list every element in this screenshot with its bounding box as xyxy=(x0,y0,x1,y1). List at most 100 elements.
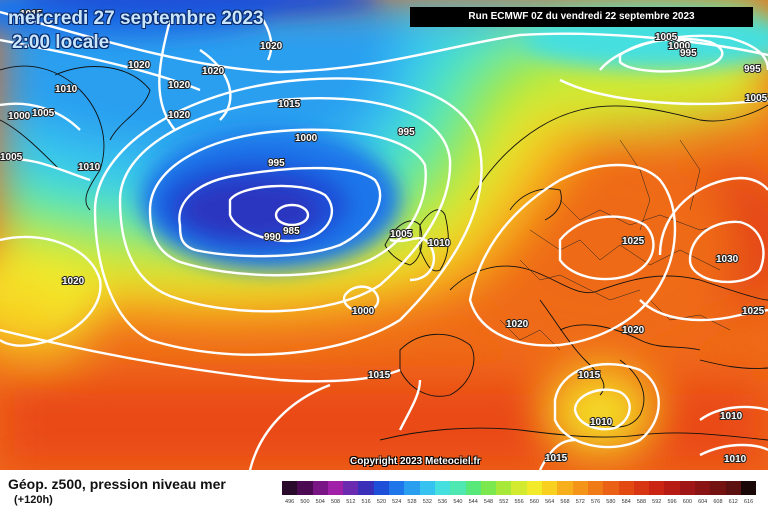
isobar-label: 1020 xyxy=(128,60,151,71)
legend-tick-label: 612 xyxy=(728,499,738,505)
copyright-text: Copyright 2023 Meteociel.fr xyxy=(350,456,481,467)
legend-tick-label: 500 xyxy=(300,499,310,505)
legend-tick-label: 528 xyxy=(407,499,417,505)
isobar-label: 1015 xyxy=(578,370,601,381)
isobar-label: 1020 xyxy=(168,110,191,121)
isobar-label: 1010 xyxy=(720,411,743,422)
legend-swatch xyxy=(343,481,359,495)
isobars xyxy=(0,10,768,470)
legend-swatch xyxy=(557,481,573,495)
isobar-label: 1010 xyxy=(55,84,78,95)
legend-swatch xyxy=(389,481,405,495)
legend-tick-label: 580 xyxy=(606,499,616,505)
isobar-label: 1015 xyxy=(278,99,301,110)
isobar-labels: 1015 1020 1020 1020 1010 1005 1000 1005 … xyxy=(0,8,768,466)
legend-tick-label: 576 xyxy=(590,499,601,505)
isobar-label: 1020 xyxy=(202,66,225,77)
legend-swatch xyxy=(312,481,328,495)
legend-tick-label: 584 xyxy=(621,499,631,505)
legend-swatch xyxy=(419,481,435,495)
isobar-label: 1000 xyxy=(295,133,318,144)
legend-tick-label: 516 xyxy=(361,499,371,505)
legend-swatch xyxy=(679,481,696,495)
legend-tick-label: 532 xyxy=(422,499,432,505)
legend-swatch xyxy=(618,481,634,495)
isobar-label: 995 xyxy=(680,48,697,59)
legend-tick-label: 592 xyxy=(652,499,662,505)
legend-tick-label: 616 xyxy=(743,499,754,505)
isobar-label: 985 xyxy=(283,226,300,237)
map-canvas: 1015 1020 1020 1020 1010 1005 1000 1005 … xyxy=(0,0,768,470)
legend-swatch xyxy=(725,481,741,495)
forecast-date: mercredi 27 septembre 2023 xyxy=(8,8,264,29)
isobar-label: 1000 xyxy=(668,41,691,52)
legend-swatch xyxy=(282,481,298,495)
legend-tick-label: 596 xyxy=(667,499,677,505)
legend-tick-label: 604 xyxy=(698,499,708,505)
legend-swatch xyxy=(587,481,604,495)
legend-tick-label: 496 xyxy=(285,499,295,505)
legend-tick-label: 572 xyxy=(575,499,585,505)
legend-tick-label: 608 xyxy=(713,499,723,505)
legend-tick-label: 508 xyxy=(330,499,341,505)
isobar-label: 1005 xyxy=(0,152,23,163)
forecast-time: 2:00 locale xyxy=(12,32,110,53)
color-scale xyxy=(282,481,757,495)
isobar-label: 1020 xyxy=(622,325,645,336)
legend-tick-label: 544 xyxy=(468,499,478,505)
borders xyxy=(499,139,741,351)
isobar-label: 1010 xyxy=(78,162,101,173)
legend-tick-label: 556 xyxy=(514,499,524,505)
isobar-label: 1020 xyxy=(506,319,529,330)
isobar-label: 995 xyxy=(398,127,415,138)
isobar-label: 1030 xyxy=(716,254,739,265)
run-info-banner: Run ECMWF 0Z du vendredi 22 septembre 20… xyxy=(410,7,753,27)
legend-swatch xyxy=(404,481,420,495)
legend-swatch xyxy=(526,481,543,495)
legend-swatch xyxy=(740,481,757,495)
isobar-label: 1005 xyxy=(32,108,55,119)
legend-swatch xyxy=(710,481,726,495)
legend-swatch xyxy=(511,481,527,495)
legend-swatch xyxy=(327,481,344,495)
legend-tick-label: 540 xyxy=(453,499,463,505)
isobar-label: 1005 xyxy=(655,32,678,43)
legend-tick-label: 504 xyxy=(315,499,325,505)
isobar-label: 1005 xyxy=(390,229,413,240)
legend-swatch xyxy=(695,481,711,495)
map-title: Géop. z500, pression niveau mer xyxy=(8,476,226,492)
isobar-label: 990 xyxy=(264,232,281,243)
legend-swatch xyxy=(358,481,374,495)
forecast-lead-time: (+120h) xyxy=(14,494,53,506)
legend-swatch xyxy=(450,481,466,495)
legend-tick-label: 552 xyxy=(499,499,509,505)
legend-swatch xyxy=(373,481,390,495)
isobar-label: 1010 xyxy=(428,238,451,249)
legend-tick-label: 536 xyxy=(438,499,448,505)
legend-swatch xyxy=(465,481,481,495)
isobar-label: 1015 xyxy=(20,9,43,20)
isobar-label: 1020 xyxy=(168,80,191,91)
legend-swatch xyxy=(496,481,512,495)
legend-swatch xyxy=(297,481,313,495)
color-scale-labels: 496 500 504 508 512 516 520 524 528 532 536 540 544 5… xyxy=(282,499,756,505)
legend-tick-label: 512 xyxy=(346,499,356,505)
legend-swatch xyxy=(542,481,558,495)
isobar-label: 995 xyxy=(744,64,761,75)
isobar-label: 1015 xyxy=(368,370,391,381)
isobar-label: 1020 xyxy=(260,41,283,52)
legend-tick-label: 564 xyxy=(545,499,555,505)
weather-map: 1015 1020 1020 1020 1010 1005 1000 1005 … xyxy=(0,0,768,470)
legend-swatch xyxy=(649,481,665,495)
isobar-label: 1020 xyxy=(62,276,85,287)
isobar-label: 1025 xyxy=(622,236,645,247)
legend-swatch xyxy=(664,481,680,495)
legend-tick-label: 600 xyxy=(682,499,692,505)
legend-swatch xyxy=(603,481,619,495)
isobar-label: 1015 xyxy=(545,453,568,464)
geopotential-field xyxy=(0,0,768,470)
legend-tick-label: 588 xyxy=(636,499,647,505)
legend-tick-label: 520 xyxy=(376,499,387,505)
legend-tick-label: 568 xyxy=(560,499,570,505)
isobar-label: 1010 xyxy=(590,417,613,428)
